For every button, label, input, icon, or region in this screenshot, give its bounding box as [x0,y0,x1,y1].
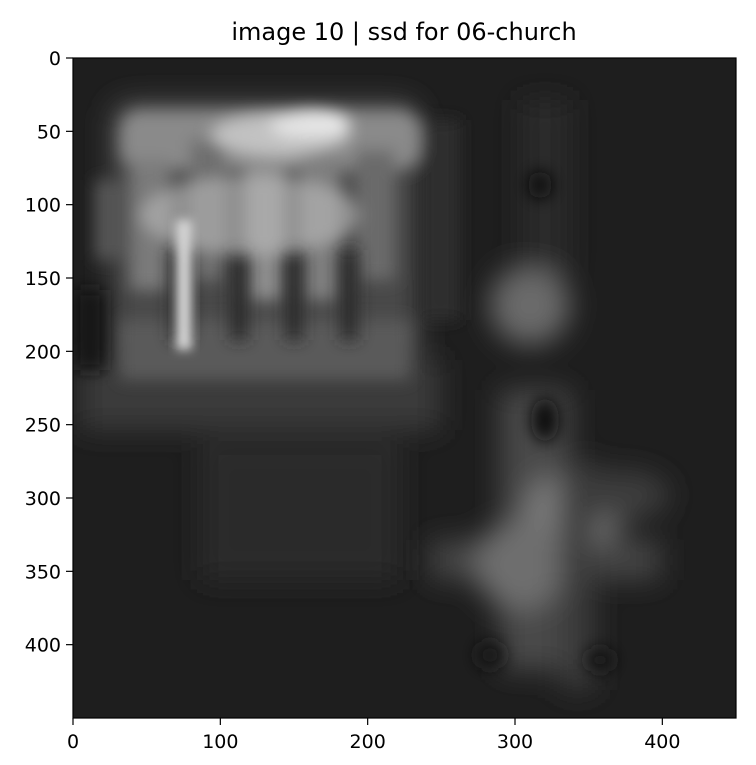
y-tick-label: 250 [25,415,61,437]
x-axis: 0 100 200 300 400 [67,718,680,753]
y-tick-label: 100 [25,195,61,217]
plot-frame [72,57,737,719]
chart-title: image 10 | ssd for 06-church [231,18,576,46]
x-tick-label: 100 [202,731,238,753]
y-tick-label: 50 [37,121,61,143]
right-features [430,100,670,690]
x-tick-label: 200 [350,731,386,753]
x-tick-label: 0 [67,731,79,753]
x-tick-label: 400 [644,731,680,753]
y-tick-label: 400 [25,635,61,657]
y-tick-label: 0 [49,48,61,70]
y-axis: 0 50 100 150 200 250 300 350 400 [25,48,73,657]
y-tick-label: 200 [25,341,61,363]
y-tick-label: 300 [25,488,61,510]
x-tick-label: 300 [497,731,533,753]
y-tick-label: 350 [25,561,61,583]
y-tick-label: 150 [25,268,61,290]
heatmap-image [73,58,736,718]
heatmap-highlights [140,100,670,690]
